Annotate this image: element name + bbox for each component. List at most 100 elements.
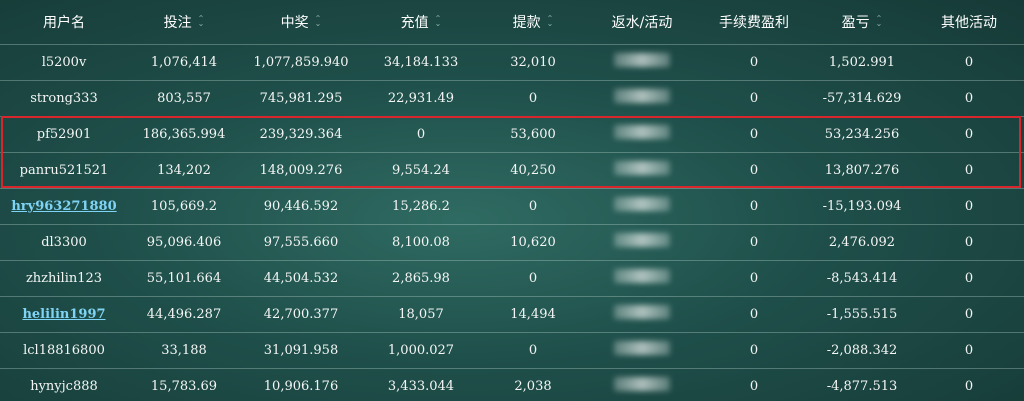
pnl-cell: -15,193.094 [810, 188, 914, 225]
redaction-blur [614, 377, 670, 391]
column-header-7[interactable]: 盈亏 ⌃ ⌄ [810, 0, 914, 45]
username-cell[interactable]: helilin1997 [0, 296, 128, 333]
rebate-cell-redacted [586, 332, 698, 369]
table-row: hynyjc888 15,783.69 10,906.176 3,433.044 2,0… [0, 368, 1024, 401]
username-cell: panru521521 [0, 152, 128, 189]
other-activity-cell: 0 [914, 188, 1024, 225]
other-activity-cell: 0 [914, 260, 1024, 297]
bet-cell: 55,101.664 [128, 260, 240, 297]
username-cell: strong333 [0, 80, 128, 117]
pnl-cell: -1,555.515 [810, 296, 914, 333]
pnl-cell: 13,807.276 [810, 152, 914, 189]
username-link[interactable]: hry963271880 [11, 198, 117, 214]
table-header-row: 用户名 投注 ⌃ ⌄ 中奖 ⌃ ⌄ 充值 ⌃ ⌄ 提款 ⌃ ⌄ 返水/活动 手续费盈利 盈亏 ⌃ ⌄ 其他活动 [0, 0, 1024, 45]
column-header-4[interactable]: 提款 ⌃ ⌄ [480, 0, 586, 45]
username-cell[interactable]: hry963271880 [0, 188, 128, 225]
rebate-cell-redacted [586, 296, 698, 333]
withdraw-cell: 0 [480, 188, 586, 225]
win-cell: 90,446.592 [240, 188, 362, 225]
sort-icon[interactable]: ⌃ ⌄ [434, 13, 442, 28]
withdraw-cell: 40,250 [480, 152, 586, 189]
pnl-cell: 2,476.092 [810, 224, 914, 261]
rebate-cell-redacted [586, 44, 698, 81]
table-row: helilin1997 44,496.287 42,700.377 18,057 14,… [0, 296, 1024, 333]
username-cell: dl3300 [0, 224, 128, 261]
column-header-2[interactable]: 中奖 ⌃ ⌄ [240, 0, 362, 45]
table-row: strong333 803,557 745,981.295 22,931.49 0 0 -5… [0, 80, 1024, 117]
sort-icon[interactable]: ⌃ ⌄ [875, 13, 883, 28]
table-row: l5200v 1,076,414 1,077,859.940 34,184.133 32… [0, 44, 1024, 81]
other-activity-cell: 0 [914, 332, 1024, 369]
win-cell: 31,091.958 [240, 332, 362, 369]
redaction-blur [614, 305, 670, 319]
column-header-label: 其他活动 [941, 14, 997, 31]
table-row: lcl18816800 33,188 31,091.958 1,000.027 0 0 -2… [0, 332, 1024, 369]
column-header-6: 手续费盈利 [698, 0, 810, 45]
win-cell: 97,555.660 [240, 224, 362, 261]
fee-cell: 0 [698, 116, 810, 153]
other-activity-cell: 0 [914, 368, 1024, 401]
withdraw-cell: 32,010 [480, 44, 586, 81]
bet-cell: 33,188 [128, 332, 240, 369]
bet-cell: 186,365.994 [128, 116, 240, 153]
withdraw-cell: 0 [480, 332, 586, 369]
redaction-blur [614, 53, 670, 67]
withdraw-cell: 2,038 [480, 368, 586, 401]
fee-cell: 0 [698, 296, 810, 333]
deposit-cell: 18,057 [362, 296, 480, 333]
table-row: panru521521 134,202 148,009.276 9,554.24 40,… [0, 152, 1024, 189]
column-header-8: 其他活动 [914, 0, 1024, 45]
win-cell: 239,329.364 [240, 116, 362, 153]
deposit-cell: 0 [362, 116, 480, 153]
pnl-cell: -57,314.629 [810, 80, 914, 117]
redaction-blur [614, 161, 670, 175]
other-activity-cell: 0 [914, 80, 1024, 117]
fee-cell: 0 [698, 260, 810, 297]
table-row: zhzhilin123 55,101.664 44,504.532 2,865.98 0… [0, 260, 1024, 297]
table-row: dl3300 95,096.406 97,555.660 8,100.08 10,620… [0, 224, 1024, 261]
sort-icon[interactable]: ⌃ ⌄ [314, 13, 322, 28]
username-link[interactable]: helilin1997 [22, 306, 106, 322]
pnl-cell: 53,234.256 [810, 116, 914, 153]
deposit-cell: 15,286.2 [362, 188, 480, 225]
table-body: l5200v 1,076,414 1,077,859.940 34,184.133 32… [0, 44, 1024, 401]
column-header-1[interactable]: 投注 ⌃ ⌄ [128, 0, 240, 45]
withdraw-cell: 10,620 [480, 224, 586, 261]
fee-cell: 0 [698, 152, 810, 189]
redaction-blur [614, 89, 670, 103]
username-cell: lcl18816800 [0, 332, 128, 369]
deposit-cell: 34,184.133 [362, 44, 480, 81]
sort-icon[interactable]: ⌃ ⌄ [546, 13, 554, 28]
username-cell: l5200v [0, 44, 128, 81]
pnl-cell: 1,502.991 [810, 44, 914, 81]
pnl-cell: -4,877.513 [810, 368, 914, 401]
column-header-label: 返水/活动 [611, 14, 673, 31]
other-activity-cell: 0 [914, 296, 1024, 333]
column-header-0: 用户名 [0, 0, 128, 45]
rebate-cell-redacted [586, 152, 698, 189]
table-row: pf52901 186,365.994 239,329.364 0 53,600 0 53,… [0, 116, 1024, 153]
deposit-cell: 9,554.24 [362, 152, 480, 189]
sort-icon[interactable]: ⌃ ⌄ [197, 13, 205, 28]
withdraw-cell: 53,600 [480, 116, 586, 153]
deposit-cell: 1,000.027 [362, 332, 480, 369]
username-cell: pf52901 [0, 116, 128, 153]
fee-cell: 0 [698, 188, 810, 225]
redaction-blur [614, 197, 670, 211]
fee-cell: 0 [698, 224, 810, 261]
bet-cell: 44,496.287 [128, 296, 240, 333]
bet-cell: 1,076,414 [128, 44, 240, 81]
column-header-label: 投注 [163, 14, 192, 31]
username-cell: hynyjc888 [0, 368, 128, 401]
withdraw-cell: 14,494 [480, 296, 586, 333]
win-cell: 42,700.377 [240, 296, 362, 333]
rebate-cell-redacted [586, 260, 698, 297]
withdraw-cell: 0 [480, 80, 586, 117]
column-header-3[interactable]: 充值 ⌃ ⌄ [362, 0, 480, 45]
win-cell: 148,009.276 [240, 152, 362, 189]
rebate-cell-redacted [586, 80, 698, 117]
pnl-cell: -2,088.342 [810, 332, 914, 369]
other-activity-cell: 0 [914, 44, 1024, 81]
column-header-label: 中奖 [280, 14, 309, 31]
